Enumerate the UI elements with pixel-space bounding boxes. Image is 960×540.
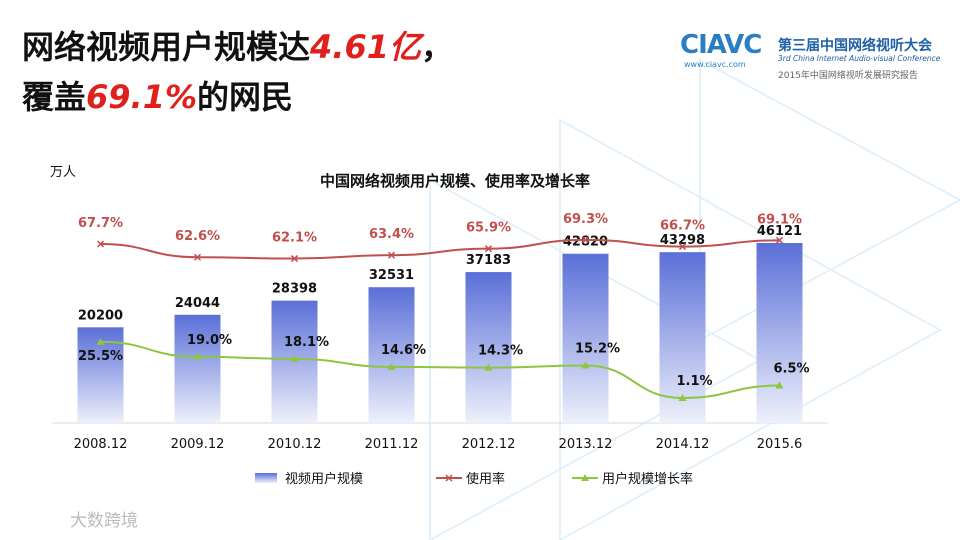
marker [96,337,105,345]
marker [387,251,396,259]
marker [290,255,299,263]
logo-brand: CIAVC [680,30,762,60]
title-text: 的网民 [197,78,294,116]
legend-marker [581,474,589,481]
marker [581,236,590,244]
data-label: 14.6% [381,343,426,358]
marker [193,352,202,360]
data-label: 1.1% [676,374,712,389]
legend-label: 用户规模增长率 [602,471,693,487]
bar-label: 46121 [757,224,802,239]
watermark: 大数跨境 [70,511,138,531]
bar [465,272,512,423]
data-label: 14.3% [478,344,523,359]
marker [484,363,493,371]
bar-label: 42820 [563,235,608,250]
marker [775,381,784,389]
unit-label: 万人 [50,165,76,180]
data-label: 66.7% [660,219,705,234]
title-text: ， [420,28,453,66]
legend-marker [445,474,453,482]
logo-report: 2015年中国网络视听发展研究报告 [778,71,918,81]
legend-label: 使用率 [466,471,505,487]
bar [174,314,221,423]
legend-swatch [255,473,277,483]
x-tick-label: 2015.6 [757,437,803,452]
data-label: 62.1% [272,231,317,246]
data-label: 63.4% [369,227,414,242]
x-tick-label: 2011.12 [365,437,419,452]
data-label: 6.5% [773,362,809,377]
marker [387,362,396,370]
legend-label: 视频用户规模 [285,471,363,487]
data-label: 67.7% [78,216,123,231]
data-label: 18.1% [284,335,329,350]
bar [368,287,415,423]
data-label: 19.0% [187,333,232,348]
slide-title: 网络视频用户规模达4.61亿， [22,22,453,68]
marker [96,240,105,248]
data-label: 62.6% [175,229,220,244]
slide-title: 覆盖69.1%的网民 [22,72,293,118]
title-text: 覆盖 [22,78,87,116]
x-tick-label: 2008.12 [74,437,128,452]
bar-label: 43298 [660,233,705,248]
marker [484,245,493,253]
bar-label: 32531 [369,268,414,283]
bar [562,253,609,423]
marker [678,243,687,251]
marker [775,236,784,244]
x-tick-label: 2012.12 [462,437,516,452]
data-label: 65.9% [466,221,511,236]
x-tick-label: 2010.12 [268,437,322,452]
bar-label: 24044 [175,296,220,311]
data-label: 69.3% [563,212,608,227]
x-tick-label: 2013.12 [559,437,613,452]
bar-label: 28398 [272,282,317,297]
title-highlight: 4.61亿 [310,28,421,66]
line [100,340,780,399]
bar [756,243,803,423]
marker [290,354,299,362]
logo-url: www.ciavc.com [684,60,746,69]
title-highlight: 69.1% [86,78,198,116]
bar-label: 37183 [466,253,511,268]
marker [678,393,687,401]
logo-name-en: 3rd China Internet Audio-visual Conferen… [778,54,941,63]
title-text: 网络视频用户规模达 [22,28,311,66]
marker [581,361,590,369]
x-tick-label: 2009.12 [171,437,225,452]
marker [193,253,202,261]
data-label: 25.5% [78,349,123,364]
chart-title: 中国网络视频用户规模、使用率及增长率 [320,172,590,190]
x-tick-label: 2014.12 [656,437,710,452]
line [100,238,780,260]
logo-name: 第三届中国网络视听大会 [778,38,932,54]
data-label: 15.2% [575,342,620,357]
bar-label: 20200 [78,308,123,323]
data-label: 69.1% [757,212,802,227]
